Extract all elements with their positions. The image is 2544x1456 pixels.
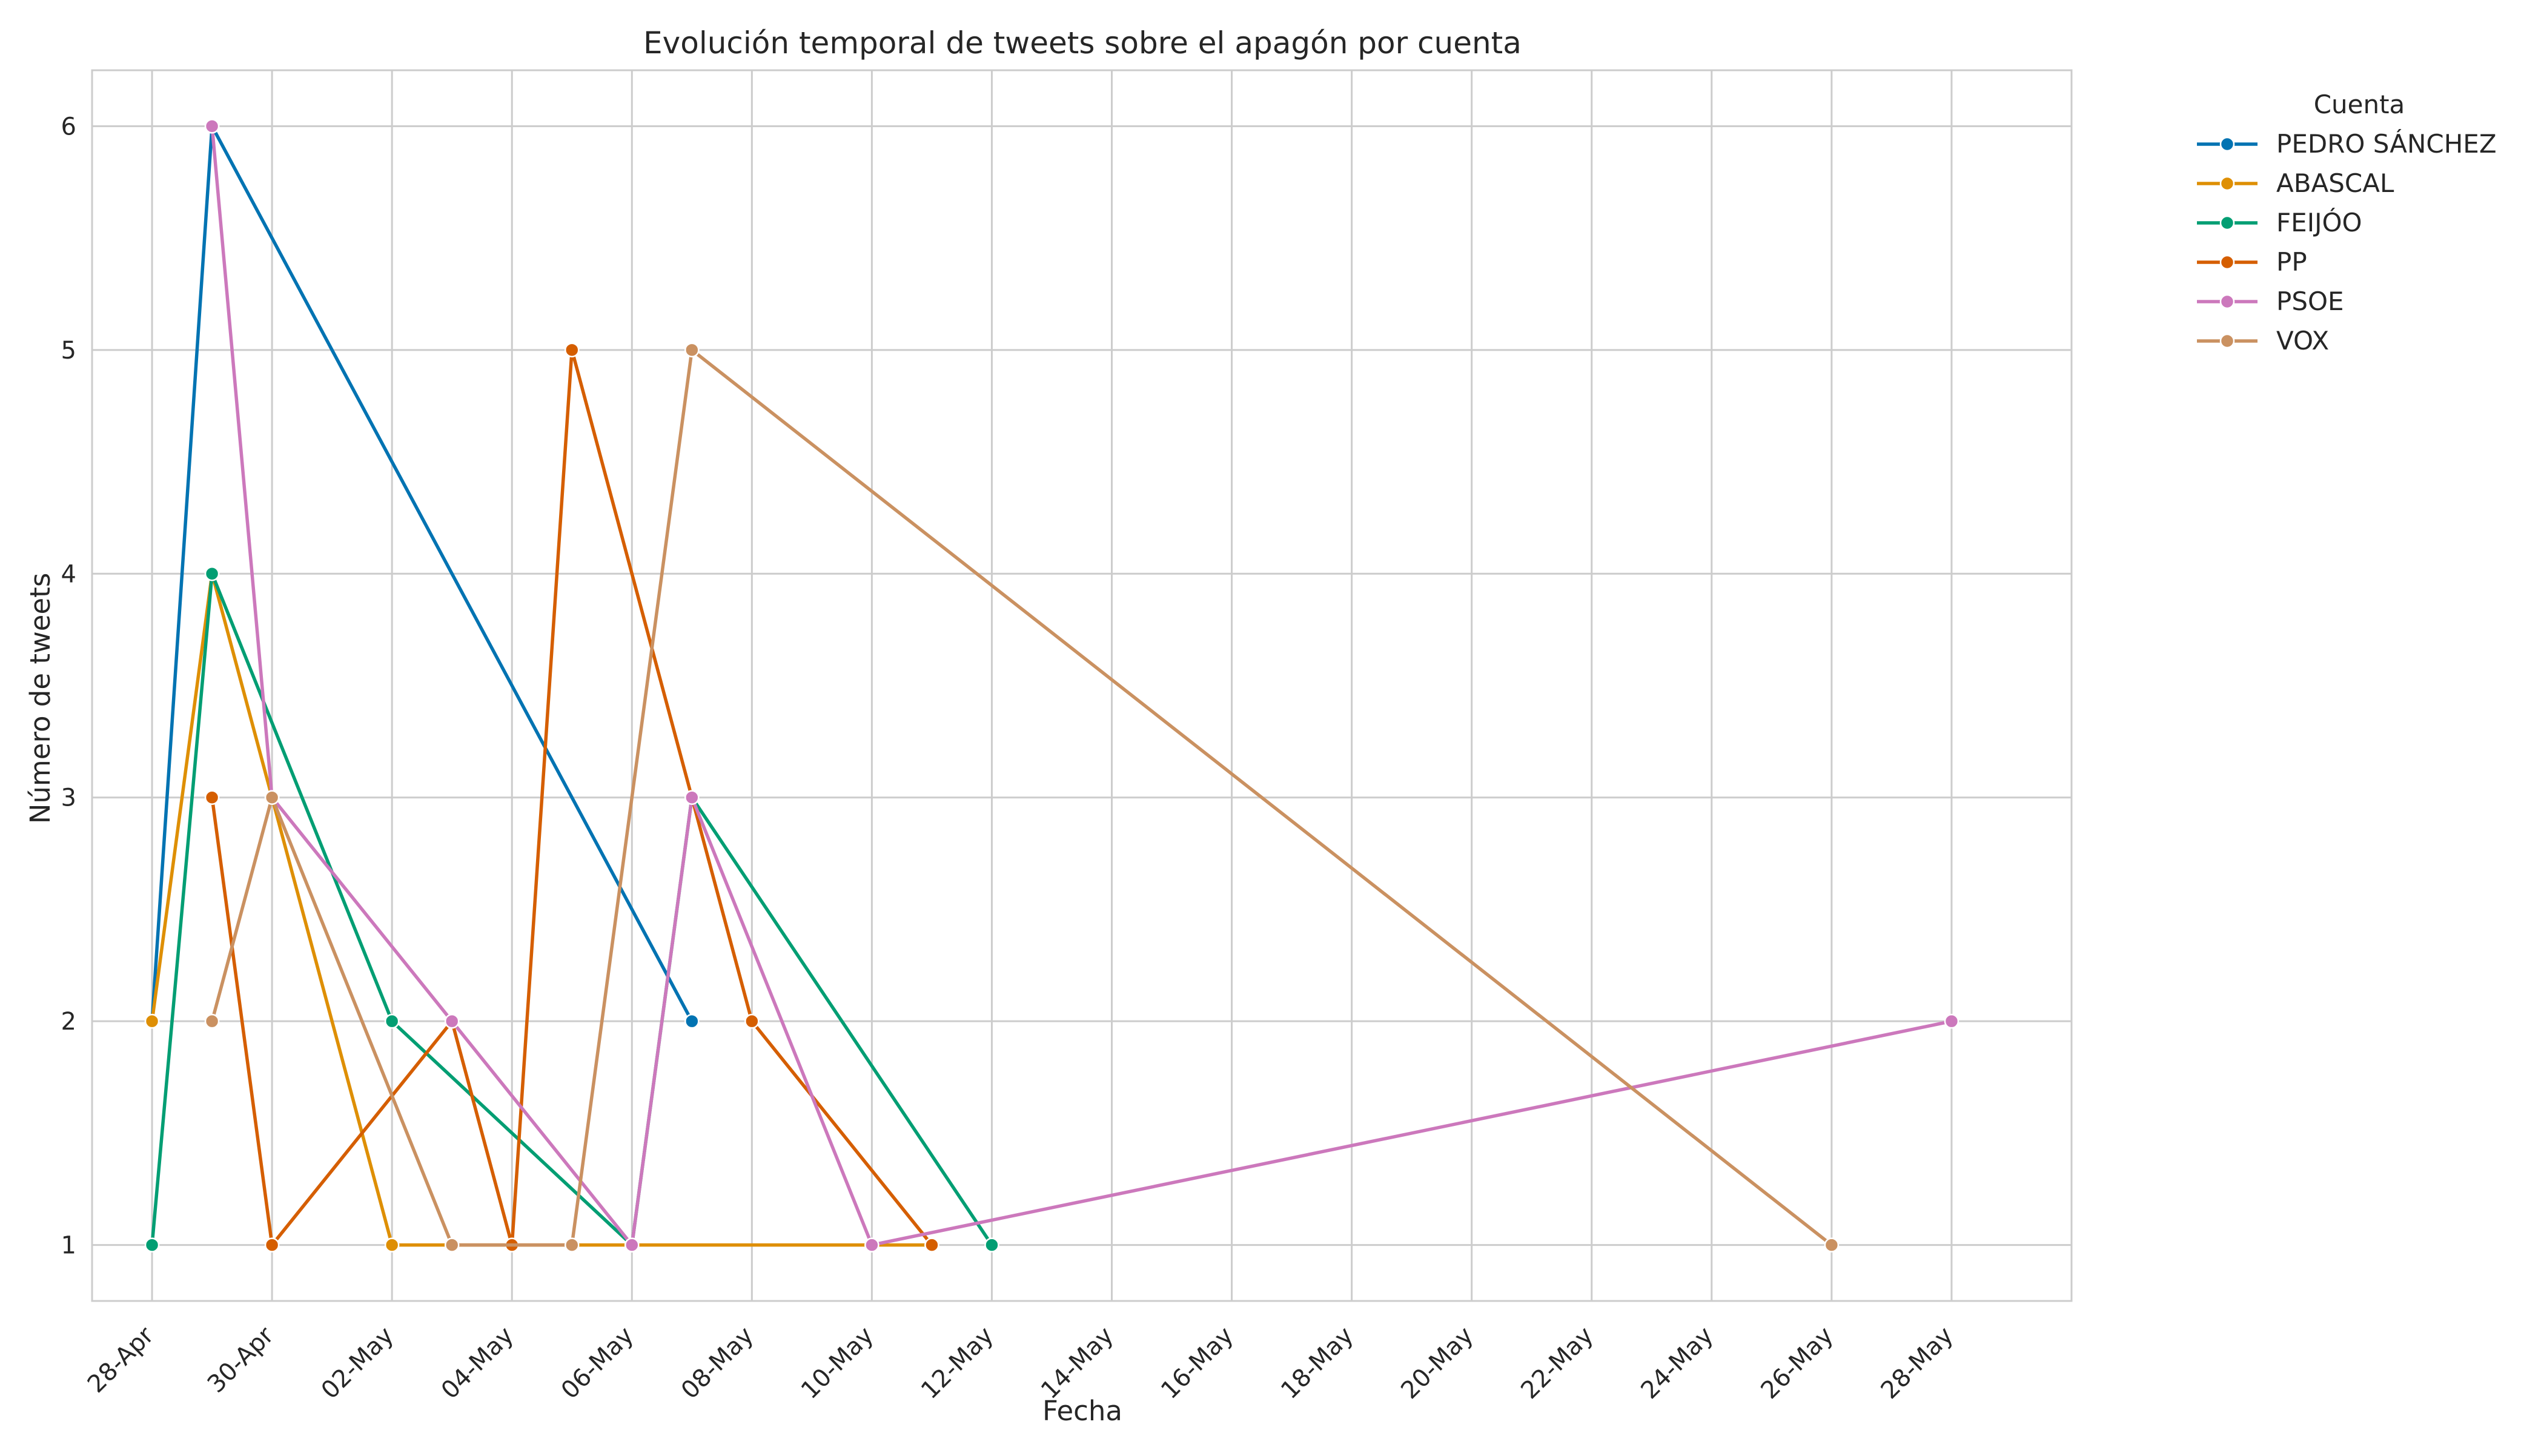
x-tick-label: 28-May bbox=[1875, 1322, 1958, 1405]
legend-label: FEIJÓO bbox=[2276, 207, 2362, 237]
series-line bbox=[210, 126, 1952, 1247]
x-tick-label: 02-May bbox=[316, 1322, 399, 1405]
x-tick-label: 18-May bbox=[1276, 1322, 1359, 1405]
plot-frame bbox=[91, 69, 2073, 1302]
data-point bbox=[744, 1013, 760, 1029]
legend-item: PP bbox=[2197, 247, 2307, 277]
data-point bbox=[384, 1013, 400, 1029]
legend-label: PSOE bbox=[2276, 286, 2344, 316]
x-tick-label: 24-May bbox=[1635, 1322, 1718, 1405]
chart-title: Evolución temporal de tweets sobre el ap… bbox=[643, 25, 1522, 61]
legend-item: PSOE bbox=[2197, 286, 2344, 316]
legend-marker bbox=[2219, 254, 2235, 270]
y-tick-label: 4 bbox=[61, 560, 76, 588]
data-point bbox=[1824, 1237, 1840, 1252]
legend-title: Cuenta bbox=[2314, 90, 2405, 119]
y-tick-label: 6 bbox=[61, 113, 76, 141]
data-point bbox=[384, 1237, 400, 1252]
series-abascal bbox=[144, 566, 939, 1252]
legend-marker bbox=[2219, 333, 2235, 349]
series-line bbox=[210, 348, 1833, 1247]
y-tick-label: 3 bbox=[61, 784, 76, 812]
y-tick-label: 5 bbox=[61, 337, 76, 365]
y-tick-label: 1 bbox=[61, 1232, 76, 1260]
x-tick-label: 08-May bbox=[676, 1322, 759, 1405]
data-point bbox=[444, 1013, 460, 1029]
y-axis-label: Número de tweets bbox=[24, 573, 56, 824]
data-point bbox=[1944, 1013, 1959, 1029]
series-layer bbox=[144, 119, 1959, 1252]
data-point bbox=[924, 1237, 939, 1252]
legend-marker bbox=[2219, 294, 2235, 309]
data-point bbox=[984, 1237, 999, 1252]
legend-marker bbox=[2219, 215, 2235, 231]
legend-items: PEDRO SÁNCHEZ ABASCAL FEIJÓO PP PSOE VOX bbox=[2197, 128, 2497, 356]
series-line bbox=[150, 572, 932, 1247]
data-point bbox=[204, 119, 220, 134]
x-tick-label: 28-Apr bbox=[82, 1321, 159, 1398]
data-point bbox=[564, 342, 580, 358]
data-point bbox=[444, 1237, 460, 1252]
x-tick-label: 30-Apr bbox=[202, 1321, 279, 1398]
legend-item: VOX bbox=[2197, 326, 2329, 356]
data-point bbox=[684, 342, 700, 358]
legend: Cuenta PEDRO SÁNCHEZ ABASCAL FEIJÓO PP PSOE V… bbox=[2197, 90, 2497, 356]
legend-marker bbox=[2219, 176, 2235, 191]
grid bbox=[92, 70, 2072, 1301]
data-point bbox=[684, 790, 700, 805]
legend-label: VOX bbox=[2276, 326, 2329, 356]
data-point bbox=[204, 566, 220, 581]
data-point bbox=[204, 790, 220, 805]
x-tick-label: 14-May bbox=[1036, 1322, 1119, 1405]
legend-item: ABASCAL bbox=[2197, 168, 2394, 198]
x-tick-label: 12-May bbox=[916, 1322, 999, 1405]
series-feijóo bbox=[144, 566, 999, 1252]
legend-marker bbox=[2219, 136, 2235, 152]
legend-label: PEDRO SÁNCHEZ bbox=[2276, 128, 2497, 159]
data-point bbox=[684, 1013, 700, 1029]
data-point bbox=[144, 1013, 160, 1029]
x-tick-labels: 28-Apr 30-Apr 02-May 04-May 06-May 08-May 10-M… bbox=[82, 1321, 1959, 1405]
data-point bbox=[204, 1013, 220, 1029]
series-line bbox=[150, 572, 993, 1247]
legend-item: PEDRO SÁNCHEZ bbox=[2197, 128, 2497, 159]
x-tick-label: 06-May bbox=[556, 1322, 639, 1405]
series-line bbox=[210, 348, 933, 1247]
y-tick-label: 2 bbox=[61, 1008, 76, 1036]
data-point bbox=[864, 1237, 879, 1252]
legend-label: PP bbox=[2276, 247, 2307, 277]
legend-item: FEIJÓO bbox=[2197, 207, 2362, 237]
x-tick-label: 22-May bbox=[1515, 1322, 1598, 1405]
x-tick-label: 26-May bbox=[1755, 1322, 1838, 1405]
data-point bbox=[144, 1237, 160, 1252]
x-tick-label: 04-May bbox=[436, 1322, 519, 1405]
data-point bbox=[564, 1237, 580, 1252]
y-tick-labels: 1 2 3 4 5 6 bbox=[61, 113, 76, 1259]
series-vox bbox=[204, 342, 1840, 1252]
x-tick-label: 20-May bbox=[1396, 1322, 1479, 1405]
x-axis-label: Fecha bbox=[1042, 1395, 1122, 1427]
data-point bbox=[264, 1237, 280, 1252]
legend-label: ABASCAL bbox=[2276, 168, 2394, 198]
data-point bbox=[624, 1237, 640, 1252]
x-tick-label: 16-May bbox=[1156, 1322, 1239, 1405]
data-point bbox=[264, 790, 280, 805]
x-tick-label: 10-May bbox=[796, 1322, 879, 1405]
